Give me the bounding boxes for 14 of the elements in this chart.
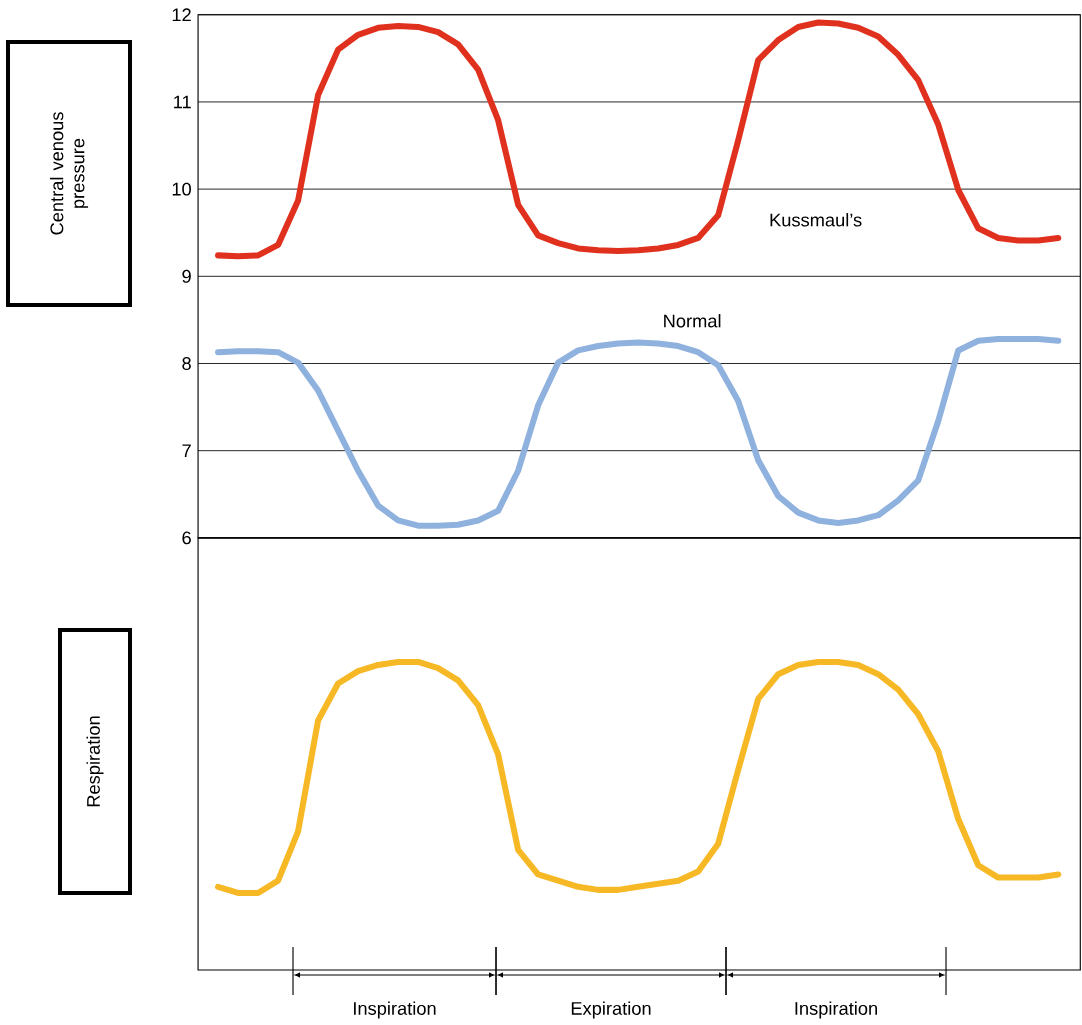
y-tick-label: 10 [172,182,191,196]
text: Expiration [571,1001,651,1019]
text: Inspiration [354,1001,436,1019]
y-tick-label: 7 [182,444,191,457]
y-tick-label: 9 [182,269,191,283]
y-tick-label: 11 [174,95,191,109]
series-label: Normal [664,314,721,328]
y-tick-label: 8 [182,357,191,370]
y-axis-title: Central venous pressure [49,112,89,235]
y-tick-label: 12 [172,8,191,22]
y-axis-title: Respiration [86,716,104,807]
text: Inspiration [795,1001,877,1019]
y-tick-label: 6 [182,531,191,545]
text: Kussmaul’s [770,213,862,227]
